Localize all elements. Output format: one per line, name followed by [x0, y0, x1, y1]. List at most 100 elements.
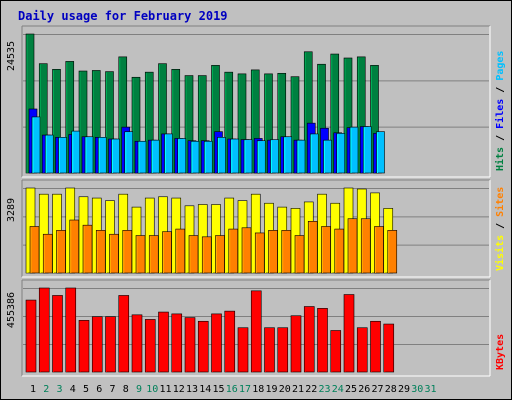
bar-kbytes-day-9 — [131, 314, 143, 373]
bar-pages-day-25 — [349, 126, 359, 174]
bar-kbytes-day-25 — [343, 294, 355, 373]
x-tick-label: 27 — [371, 384, 383, 395]
x-tick-label: 10 — [146, 384, 158, 395]
bar-sites-day-8 — [122, 230, 133, 274]
bar-pages-day-21 — [296, 139, 306, 174]
bar-kbytes-day-2 — [38, 287, 50, 373]
bar-pages-day-22 — [309, 133, 319, 174]
bar-pages-day-15 — [217, 137, 226, 174]
bar-pages-day-2 — [44, 134, 54, 174]
x-axis-day-labels: 1 2 3 4 5 6 7 8 9 10 11 12 13 14 15 16 17 18 19 20 21 22 23 24 2… — [30, 384, 437, 395]
bar-pages-day-14 — [203, 140, 213, 174]
x-tick-label: 12 — [173, 384, 185, 395]
bar-sites-day-27 — [374, 226, 384, 274]
bar-kbytes-day-28 — [383, 323, 395, 373]
bar-sites-day-14 — [201, 236, 212, 274]
x-tick-label: 3 — [56, 384, 62, 395]
bar-pages-day-6 — [97, 137, 107, 174]
chart-title: Daily usage for February 2019 — [18, 9, 228, 23]
x-tick-label: 30 — [411, 384, 423, 395]
bar-sites-day-24 — [334, 228, 345, 274]
bar-kbytes-day-22 — [303, 306, 315, 373]
bar-sites-day-16 — [228, 228, 239, 274]
bar-sites-day-20 — [281, 230, 292, 274]
bar-pages-day-11 — [164, 133, 173, 174]
x-tick-label: 21 — [292, 384, 304, 395]
bar-kbytes-day-5 — [78, 320, 90, 373]
x-tick-label: 31 — [424, 384, 436, 395]
chart-panels: 24535 Hits / Files / Pages 3289 Visits / Si… — [6, 25, 506, 377]
x-tick-label: 18 — [252, 384, 264, 395]
x-tick-label: 17 — [239, 384, 251, 395]
x-tick-label: 19 — [265, 384, 277, 395]
bar-kbytes-day-1 — [25, 299, 37, 373]
panel-hits-files-pages: 24535 Hits / Files / Pages — [6, 25, 506, 178]
x-tick-label: 15 — [212, 384, 224, 395]
bar-sites-day-12 — [175, 228, 186, 274]
side-legend-: / — [495, 217, 506, 235]
bar-kbytes-day-18 — [250, 290, 262, 373]
bar-sites-day-1 — [29, 226, 40, 274]
bar-sites-day-2 — [42, 233, 53, 274]
bar-sites-day-23 — [321, 226, 331, 274]
bar-sites-day-22 — [307, 221, 318, 274]
bar-sites-day-17 — [241, 227, 252, 274]
bar-kbytes-day-26 — [356, 327, 368, 373]
bar-sites-day-18 — [254, 232, 265, 274]
bar-kbytes-day-8 — [118, 295, 130, 373]
bar-pages-day-9 — [137, 140, 147, 174]
bar-pages-day-18 — [256, 140, 266, 174]
side-legend-: / — [495, 129, 506, 147]
side-legend-visits: Visits — [494, 235, 506, 271]
bar-pages-day-27 — [376, 131, 385, 174]
side-legend: Visits / Sites — [494, 187, 506, 271]
bar-sites-day-11 — [162, 231, 172, 274]
bar-kbytes-day-20 — [277, 327, 289, 373]
y-max-label: 24535 — [6, 41, 17, 71]
side-legend: KBytes — [495, 334, 506, 370]
x-tick-label: 5 — [83, 384, 89, 395]
side-legend-pages: Pages — [495, 51, 506, 81]
side-legend-files: Files — [494, 99, 506, 129]
bar-pages-day-10 — [150, 139, 160, 174]
x-tick-label: 11 — [159, 384, 171, 395]
bar-kbytes-day-11 — [158, 311, 169, 373]
bar-sites-day-7 — [109, 233, 119, 274]
bar-pages-day-13 — [190, 140, 200, 174]
bar-sites-day-3 — [56, 230, 66, 274]
y-max-label: 3289 — [6, 198, 17, 222]
bar-sites-day-4 — [69, 219, 80, 274]
x-tick-label: 8 — [123, 384, 129, 395]
bar-pages-day-12 — [177, 138, 187, 174]
x-tick-label: 25 — [345, 384, 357, 395]
x-tick-label: 6 — [96, 384, 102, 395]
x-tick-label: 20 — [279, 384, 291, 395]
bar-sites-day-28 — [387, 230, 398, 274]
side-legend-hits: Hits — [494, 147, 506, 171]
bar-pages-day-24 — [336, 133, 346, 174]
bar-kbytes-day-6 — [91, 316, 103, 373]
bar-kbytes-day-3 — [52, 295, 63, 373]
x-tick-label: 22 — [305, 384, 317, 395]
bar-sites-day-13 — [188, 235, 199, 274]
x-tick-label: 7 — [109, 384, 115, 395]
x-tick-label: 26 — [358, 384, 370, 395]
bar-pages-day-17 — [243, 139, 253, 174]
bar-kbytes-day-17 — [237, 327, 249, 373]
bar-sites-day-19 — [268, 230, 278, 274]
bar-kbytes-day-10 — [144, 319, 156, 373]
bar-kbytes-day-12 — [171, 313, 183, 373]
side-legend-: / — [495, 81, 506, 99]
x-tick-label: 24 — [332, 384, 344, 395]
x-tick-label: 23 — [318, 384, 330, 395]
bar-pages-day-26 — [362, 126, 372, 174]
x-tick-label: 29 — [398, 384, 410, 395]
bar-kbytes-day-15 — [211, 313, 222, 373]
bar-sites-day-15 — [215, 235, 225, 274]
bar-kbytes-day-14 — [197, 320, 209, 373]
bar-pages-day-1 — [31, 116, 41, 174]
bar-pages-day-16 — [230, 138, 240, 174]
bar-sites-day-9 — [135, 235, 146, 274]
